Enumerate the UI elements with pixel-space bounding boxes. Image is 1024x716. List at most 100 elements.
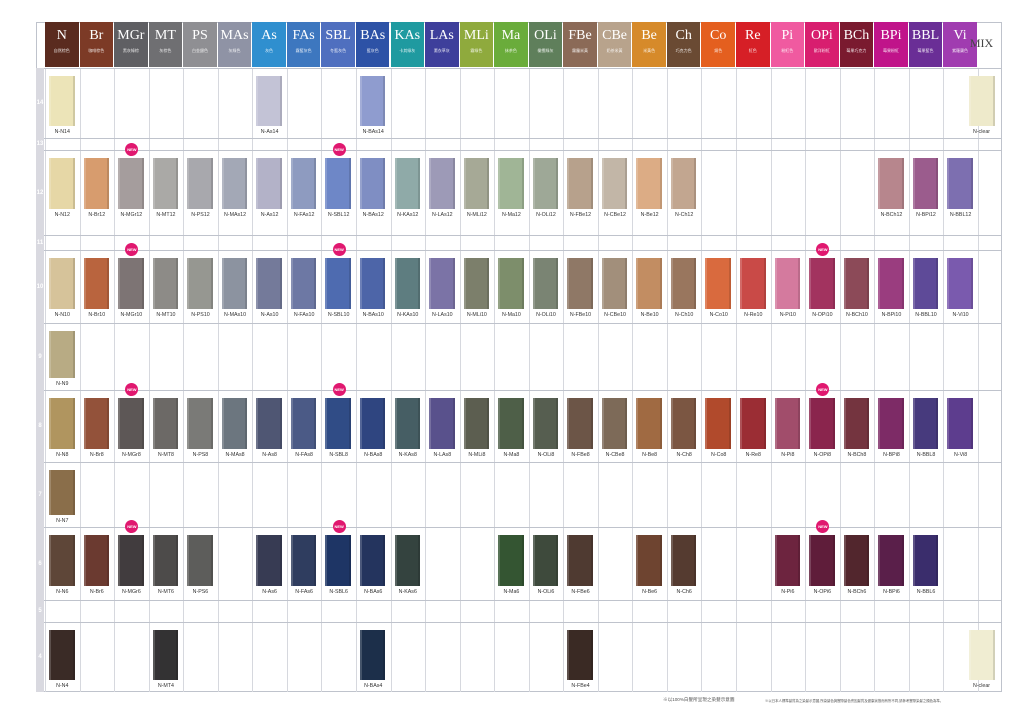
new-badge: NEW	[125, 243, 139, 256]
row-level-number: 12	[36, 189, 44, 196]
swatch-label: N-PS8	[192, 452, 209, 458]
swatch-label: N-As6	[262, 589, 277, 595]
column-divider	[736, 68, 737, 692]
column-subtitle: 紫羅蘭色	[952, 48, 969, 53]
column-code: MGr	[117, 28, 145, 43]
swatch-label: N-FAs6	[295, 589, 313, 595]
column-code: Br	[89, 28, 104, 43]
new-badge: NEW	[332, 243, 346, 256]
new-badge: NEW	[816, 243, 830, 256]
swatch-label: N-MAs8	[225, 452, 245, 458]
hair-swatch	[705, 398, 731, 449]
swatch-label: N-KAs10	[397, 312, 419, 318]
row-level-number: 11	[36, 239, 44, 246]
hair-swatch	[463, 398, 490, 449]
column-header-fbe: FBe 霧霾米黃	[563, 22, 597, 67]
row-level-label: 11	[36, 235, 44, 250]
swatch-label: N-As12	[260, 212, 279, 218]
new-badge: NEW	[125, 383, 139, 396]
row-divider	[44, 390, 1002, 391]
hair-swatch	[498, 398, 524, 449]
column-code: PS	[192, 28, 208, 43]
column-code: FBe	[568, 28, 592, 43]
swatch-label: N-BBL12	[949, 212, 972, 218]
column-header-ps: PS 白金銀色	[183, 22, 217, 67]
column-code: BCh	[843, 28, 870, 43]
swatch-label: N-N10	[54, 312, 70, 318]
hair-swatch	[118, 398, 144, 449]
column-code: OPi	[810, 28, 833, 43]
hair-swatch	[152, 535, 179, 586]
row-divider	[44, 250, 1002, 251]
swatch-label: N-SBL12	[327, 212, 350, 218]
swatch-label: N-Vi8	[953, 452, 968, 458]
hair-swatch	[256, 398, 282, 449]
hair-swatch	[152, 258, 179, 309]
column-divider	[45, 68, 46, 692]
column-subtitle: 冬藍灰色	[330, 48, 347, 53]
swatch-label: N-BBL10	[915, 312, 937, 318]
row-level-label: 6	[36, 527, 44, 600]
swatch-label: N-Ch10	[675, 312, 694, 318]
swatch-label: N-Ch12	[675, 212, 694, 218]
column-code: Co	[710, 28, 727, 43]
column-header-fas: FAs 霧藍灰色	[286, 22, 321, 67]
swatch-label: N-MGr12	[120, 212, 143, 218]
column-subtitle: 藍灰色	[366, 48, 379, 53]
row-divider	[44, 600, 1002, 601]
swatch-label: N-CBe8	[605, 452, 625, 458]
hair-swatch	[221, 258, 248, 309]
column-divider	[666, 68, 668, 692]
swatch-label: N-BCh6	[847, 589, 867, 595]
swatch-label: N-LAs8	[433, 452, 452, 458]
column-subtitle: 灰棕色	[159, 48, 172, 53]
swatch-label: N-LAs12	[432, 212, 453, 218]
row-divider	[44, 527, 1002, 528]
hair-swatch	[152, 630, 179, 680]
column-subtitle: 奶茶米黃	[606, 48, 623, 53]
hair-swatch	[670, 258, 697, 309]
new-badge: NEW	[332, 383, 346, 396]
row-level-number: 4	[38, 654, 42, 660]
swatch-label: N-N6	[56, 589, 69, 595]
column-code: KAs	[394, 28, 421, 43]
hair-swatch	[912, 398, 939, 449]
swatch-label: N-Ma12	[501, 212, 521, 218]
swatch-label: N-Be6	[642, 589, 658, 595]
hair-swatch	[843, 258, 870, 309]
column-header-ch: Ch 巧克力色	[666, 22, 701, 67]
column-code: MLi	[463, 28, 489, 43]
row-divider	[44, 150, 1002, 151]
column-subtitle: 霧綠色	[470, 48, 483, 53]
hair-swatch	[49, 535, 75, 586]
column-header-bbl: BBL 莓果藍色	[908, 22, 943, 67]
hair-swatch	[636, 258, 662, 309]
hair-swatch	[83, 535, 110, 586]
swatch-label: N-As10	[260, 312, 279, 318]
hair-swatch	[878, 258, 904, 309]
column-header-oli: OLi 橄欖綠灰	[528, 22, 563, 67]
column-code: FAs	[292, 28, 315, 43]
swatch-label: N-Pi10	[779, 312, 796, 318]
hair-swatch	[118, 258, 144, 309]
hair-swatch	[394, 398, 421, 449]
column-header-mgr: MGr 黑灰綠棕	[114, 22, 148, 67]
swatch-label: N-Ch6	[676, 589, 692, 595]
hair-swatch	[878, 158, 904, 209]
swatch-label: N-Be8	[642, 452, 658, 458]
column-code: BPi	[880, 28, 902, 43]
column-header-vi: Vi 紫羅蘭色	[943, 22, 977, 67]
hair-swatch	[359, 630, 386, 680]
column-code: CBe	[602, 28, 628, 43]
swatch-label: N-N7	[56, 518, 69, 524]
swatch-label: N-MGr8	[121, 452, 141, 458]
hair-swatch	[118, 158, 144, 209]
swatch-label: N-PS12	[191, 212, 210, 218]
column-subtitle: 薰衣草灰	[433, 48, 450, 53]
column-subtitle: 抹茶色	[504, 48, 517, 53]
row-level-number: 13	[36, 141, 44, 147]
column-subtitle: 巧克力色	[675, 48, 692, 53]
column-header-bch: BCh 莓果巧克力	[839, 22, 874, 67]
hair-swatch	[49, 398, 75, 449]
